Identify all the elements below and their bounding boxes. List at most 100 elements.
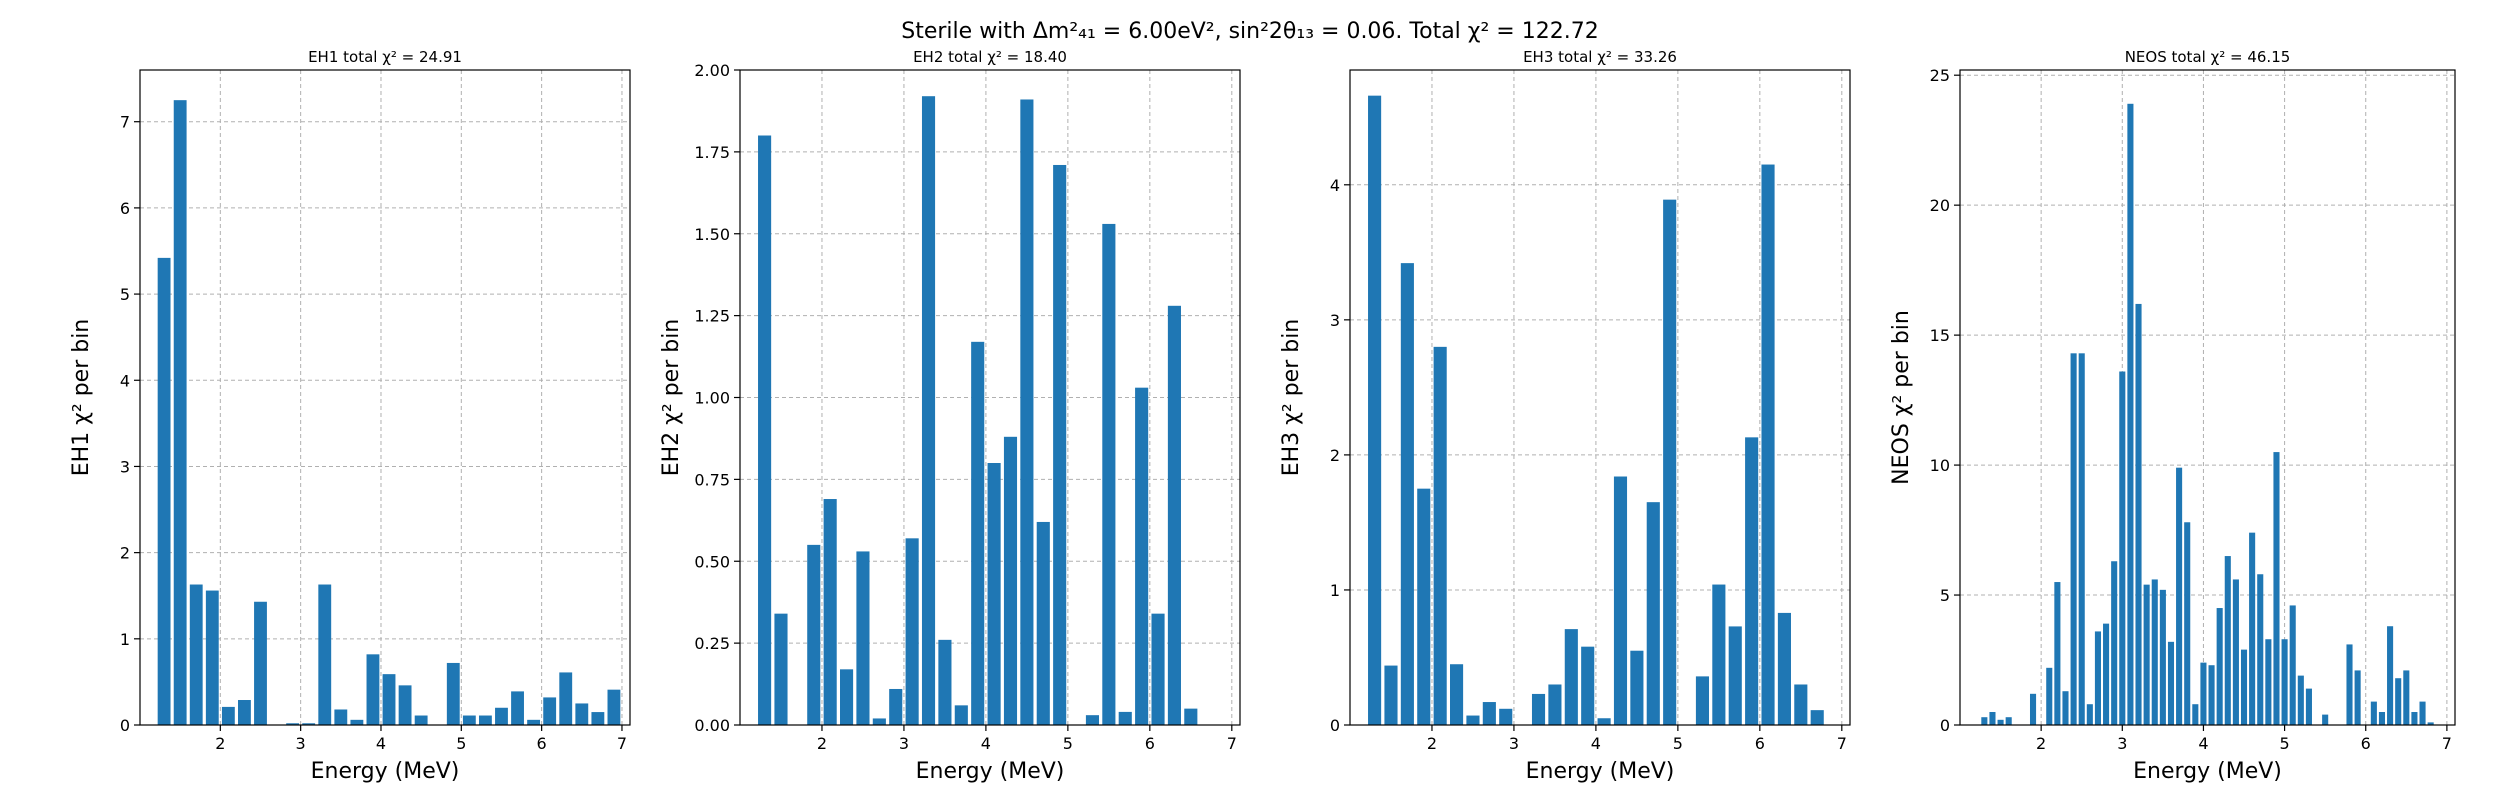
- bar: [1466, 715, 1480, 725]
- bar-layer: [758, 96, 1198, 726]
- y-tick-label: 1.75: [694, 143, 730, 162]
- y-axis-label: EH1 χ² per bin: [69, 319, 94, 477]
- x-tick-label: 6: [1755, 734, 1765, 753]
- panel-eh2: 2 3 4 5 6 7 0.00 0.25 0.50 0.75 1.00 1.25 1.50 1.75 2.…: [659, 48, 1241, 784]
- bar: [1663, 199, 1677, 726]
- bar: [1384, 665, 1398, 725]
- bar: [2427, 722, 2434, 725]
- bar: [2224, 556, 2231, 725]
- axes-frame: [139, 69, 631, 726]
- panel-background: [1960, 70, 2455, 725]
- bar: [350, 719, 364, 725]
- y-tick-label: 0: [1330, 716, 1340, 735]
- tick-layer: 2 3 4 5 6 7 0 1 2 3 4 5 6 7: [120, 113, 627, 753]
- bar: [366, 654, 380, 725]
- figure-suptitle: Sterile with Δm²₄₁ = 6.00eV², sin²2θ₁₃ =…: [901, 19, 1598, 44]
- bar: [2273, 452, 2280, 725]
- bar: [2086, 704, 2093, 725]
- bar: [1085, 715, 1100, 725]
- bar: [2119, 371, 2126, 725]
- bar: [2200, 662, 2207, 725]
- x-tick-label: 4: [1591, 734, 1601, 753]
- bar: [758, 135, 772, 725]
- x-tick-label: 7: [2442, 734, 2452, 753]
- bar: [1135, 387, 1149, 725]
- bar: [1151, 613, 1165, 725]
- bar: [221, 706, 235, 725]
- x-axis-label: Energy (MeV): [1526, 759, 1675, 784]
- bar: [2046, 667, 2053, 725]
- bar: [2176, 467, 2183, 725]
- y-tick-label: 0.25: [694, 634, 730, 653]
- bar: [1482, 702, 1496, 725]
- bar: [1794, 684, 1808, 725]
- bar: [1003, 436, 1018, 725]
- bar: [1564, 629, 1578, 725]
- bar: [2078, 353, 2085, 725]
- y-tick-label: 5: [120, 285, 130, 304]
- bar: [1997, 719, 2004, 725]
- tick-layer: 2 3 4 5 6 7 0.00 0.25 0.50 0.75 1.00 1.25 1.50 1.75 2.…: [694, 61, 1237, 753]
- y-tick-label: 1.00: [694, 389, 730, 408]
- x-tick-label: 2: [1427, 734, 1437, 753]
- bar: [2322, 714, 2329, 725]
- bar: [254, 601, 267, 725]
- bar: [1745, 437, 1759, 725]
- bar: [889, 688, 903, 725]
- bar: [1036, 521, 1050, 725]
- bar: [2184, 522, 2191, 725]
- bar: [2354, 670, 2361, 725]
- x-tick-label: 5: [1063, 734, 1073, 753]
- x-tick-label: 7: [1227, 734, 1237, 753]
- panel-eh3: 2 3 4 5 6 7 0 1 2 3 4 EH3 total χ² = 33.26 Energy …: [1279, 48, 1851, 784]
- bar: [2103, 623, 2110, 725]
- panel-title: NEOS total χ² = 46.15: [2125, 48, 2291, 66]
- x-tick-label: 7: [617, 734, 627, 753]
- bar: [1630, 650, 1644, 725]
- panel-title: EH3 total χ² = 33.26: [1523, 48, 1677, 66]
- x-tick-label: 7: [1837, 734, 1847, 753]
- x-tick-label: 2: [817, 734, 827, 753]
- bar: [1695, 676, 1710, 725]
- bar: [398, 685, 412, 725]
- y-axis-label: EH3 χ² per bin: [1279, 319, 1304, 477]
- bar: [1368, 95, 1382, 725]
- y-tick-label: 0.75: [694, 470, 730, 489]
- bar: [1118, 711, 1132, 725]
- bar: [2143, 584, 2150, 725]
- bar: [1777, 612, 1791, 725]
- bar: [286, 723, 300, 725]
- y-tick-label: 3: [1330, 311, 1340, 330]
- x-tick-label: 2: [2036, 734, 2046, 753]
- x-tick-label: 4: [2198, 734, 2208, 753]
- bar: [318, 584, 332, 725]
- bar: [872, 718, 886, 725]
- bar: [987, 463, 1001, 725]
- x-tick-label: 5: [2279, 734, 2289, 753]
- bar-layer: [1981, 103, 2434, 726]
- y-tick-label: 1.25: [694, 307, 730, 326]
- bar: [1433, 346, 1447, 725]
- bar: [2151, 579, 2158, 725]
- x-tick-label: 6: [537, 734, 547, 753]
- bar: [2249, 532, 2256, 725]
- bar: [2403, 670, 2410, 725]
- bar: [462, 715, 476, 725]
- bar: [1548, 684, 1562, 725]
- bar: [1761, 164, 1775, 726]
- bar: [607, 689, 621, 725]
- bar: [157, 257, 171, 725]
- bar-layer: [157, 100, 621, 725]
- x-tick-label: 5: [456, 734, 466, 753]
- bar: [1102, 223, 1116, 726]
- bar: [238, 700, 251, 725]
- bar: [1712, 584, 1726, 725]
- bar: [543, 697, 557, 725]
- bar: [807, 544, 821, 725]
- bar: [511, 691, 524, 725]
- y-tick-label: 0.00: [694, 716, 730, 735]
- y-tick-label: 2.00: [694, 61, 730, 80]
- bar: [823, 499, 837, 725]
- y-tick-label: 2: [1330, 446, 1340, 465]
